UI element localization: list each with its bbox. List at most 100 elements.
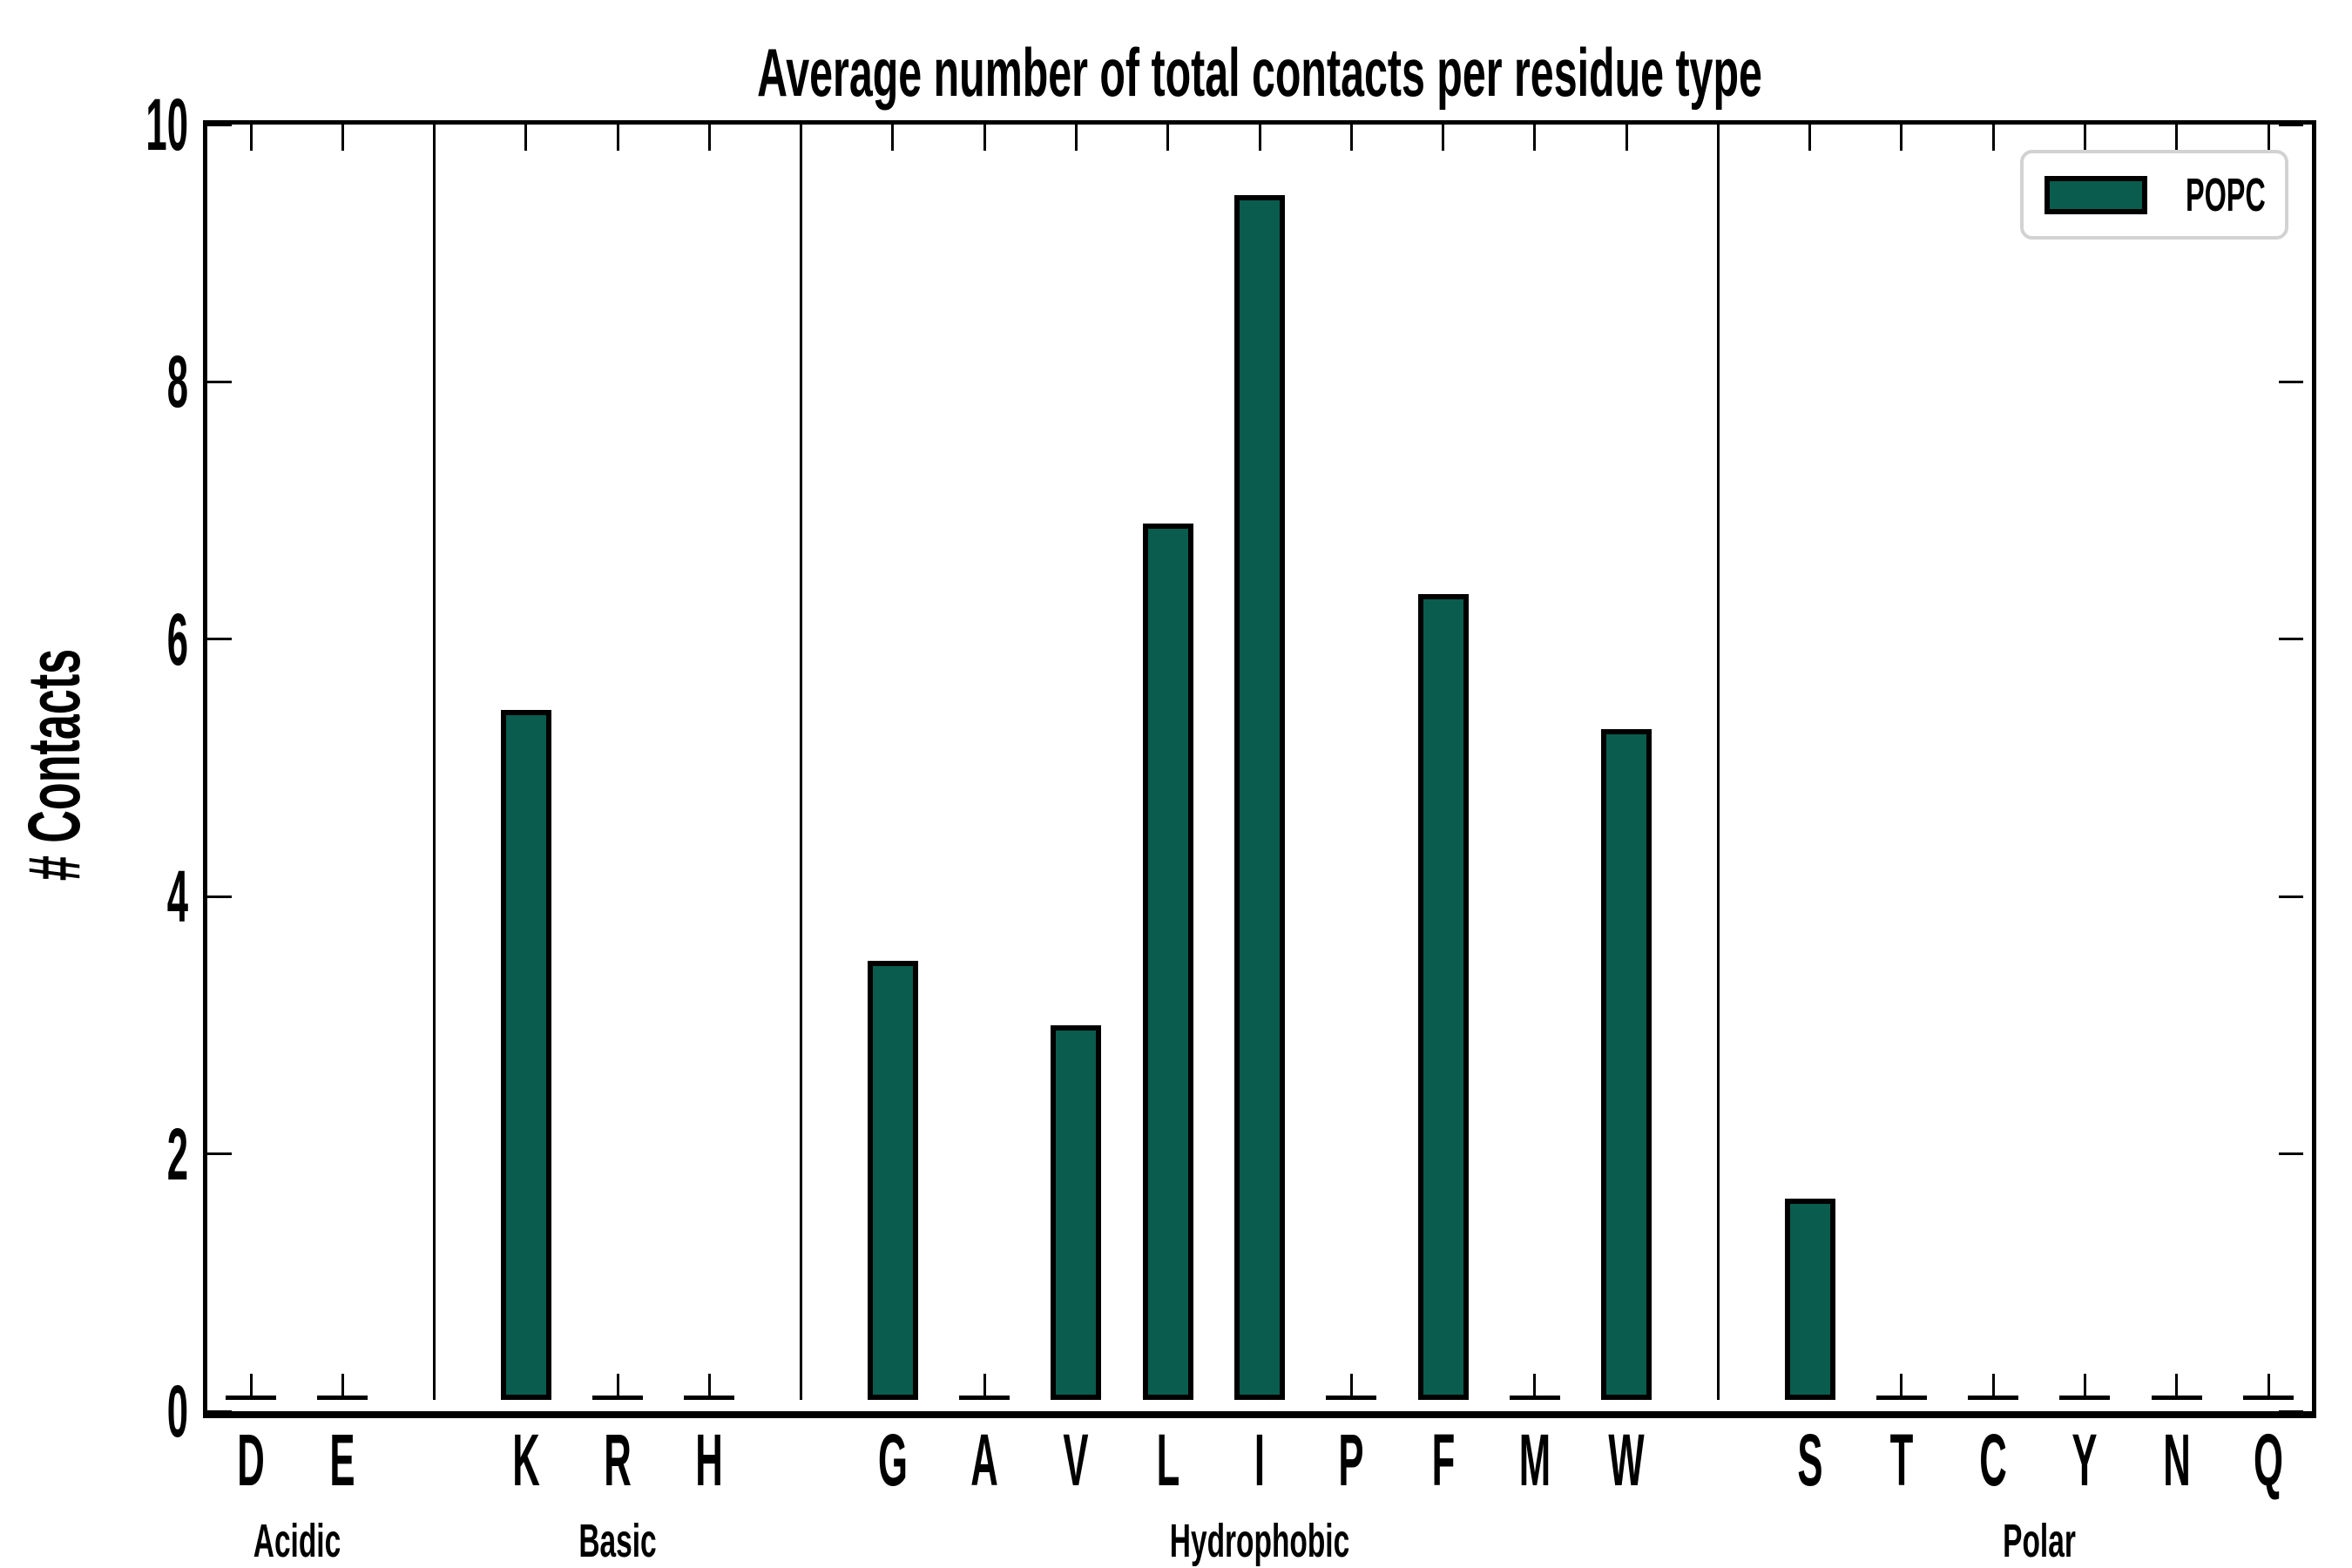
bar-D [226, 1396, 276, 1400]
x-tick-bottom [1349, 1374, 1353, 1400]
y-tick-right [2279, 895, 2303, 898]
x-tick-label-D: D [237, 1419, 265, 1501]
x-tick-top [1074, 125, 1078, 151]
bar-G [867, 961, 918, 1400]
y-tick-label: 6 [166, 598, 188, 680]
x-tick-label-I: I [1254, 1419, 1266, 1501]
x-tick-top [983, 125, 986, 151]
y-tick-left [207, 1152, 232, 1156]
x-tick-label-C: C [1979, 1419, 2007, 1501]
x-tick-label-S: S [1797, 1419, 1823, 1501]
x-tick-top [341, 125, 344, 151]
legend: POPC [2020, 150, 2288, 240]
x-tick-label-Q: Q [2254, 1419, 2283, 1501]
y-tick-left [207, 1409, 232, 1413]
bar-V [1051, 1024, 1102, 1400]
group-label-basic: Basic [578, 1515, 657, 1567]
y-tick-right [2279, 123, 2303, 126]
x-tick-bottom [249, 1374, 253, 1400]
legend-swatch-popc [2044, 175, 2147, 214]
plot-area [203, 120, 2316, 1418]
y-tick-left [207, 123, 232, 126]
x-tick-top [1349, 125, 1353, 151]
x-tick-top [1991, 125, 1995, 151]
x-tick-label-W: W [1608, 1419, 1645, 1501]
bar-I [1234, 195, 1285, 1400]
y-tick-label: 4 [166, 855, 188, 938]
bar-R [592, 1396, 644, 1400]
x-tick-bottom [1900, 1374, 1903, 1400]
x-tick-label-F: F [1431, 1419, 1455, 1501]
y-tick-label: 8 [166, 341, 188, 423]
y-tick-left [207, 638, 232, 641]
x-tick-top [249, 125, 253, 151]
y-tick-right [2279, 1409, 2303, 1413]
bar-W [1601, 729, 1652, 1400]
bar-T [1876, 1396, 1927, 1400]
x-tick-label-E: E [329, 1419, 355, 1501]
y-tick-label: 10 [145, 84, 188, 166]
x-tick-bottom [341, 1374, 344, 1400]
group-separator [1716, 125, 1720, 1400]
x-tick-bottom [2175, 1374, 2179, 1400]
x-tick-bottom [1991, 1374, 1995, 1400]
y-tick-label: 2 [166, 1112, 188, 1195]
x-tick-top [2267, 125, 2270, 151]
y-tick-right [2279, 380, 2303, 383]
x-tick-top [1900, 125, 1903, 151]
y-tick-label: 0 [166, 1370, 188, 1452]
x-tick-top [1808, 125, 1812, 151]
group-label-hydrophobic: Hydrophobic [1169, 1515, 1350, 1567]
y-tick-right [2279, 1152, 2303, 1156]
x-tick-label-H: H [695, 1419, 724, 1501]
x-tick-top [1442, 125, 1445, 151]
x-tick-label-N: N [2162, 1419, 2191, 1501]
x-tick-bottom [1533, 1374, 1537, 1400]
x-tick-label-A: A [970, 1419, 998, 1501]
x-tick-bottom [2267, 1374, 2270, 1400]
bar-H [684, 1396, 735, 1400]
bar-N [2151, 1396, 2202, 1400]
x-tick-label-V: V [1063, 1419, 1090, 1501]
x-tick-label-P: P [1338, 1419, 1364, 1501]
y-tick-left [207, 380, 232, 383]
x-tick-label-T: T [1889, 1419, 1914, 1501]
chart-title: Average number of total contacts per res… [757, 34, 1762, 111]
y-axis-label: # Contacts [13, 648, 95, 882]
x-tick-top [2175, 125, 2179, 151]
bar-S [1784, 1199, 1835, 1400]
bar-Y [2059, 1396, 2111, 1400]
group-separator [800, 125, 803, 1400]
x-tick-top [1166, 125, 1170, 151]
x-tick-label-G: G [877, 1419, 908, 1501]
group-separator [433, 125, 436, 1400]
bar-A [959, 1396, 1010, 1400]
x-tick-top [616, 125, 619, 151]
bar-C [1968, 1396, 2019, 1400]
x-tick-bottom [707, 1374, 711, 1400]
bar-K [500, 710, 551, 1400]
bar-M [1509, 1396, 1560, 1400]
legend-label: POPC [2186, 168, 2266, 221]
x-tick-top [2083, 125, 2086, 151]
x-tick-top [524, 125, 528, 151]
x-tick-top [891, 125, 895, 151]
x-tick-top [1625, 125, 1628, 151]
x-tick-bottom [983, 1374, 986, 1400]
x-tick-label-M: M [1518, 1419, 1551, 1501]
x-tick-label-Y: Y [2072, 1419, 2099, 1501]
bar-Q [2243, 1396, 2294, 1400]
bar-E [317, 1396, 368, 1400]
bar-L [1142, 523, 1193, 1400]
x-tick-top [1258, 125, 1261, 151]
x-tick-label-K: K [512, 1419, 540, 1501]
x-tick-bottom [616, 1374, 619, 1400]
x-tick-label-R: R [604, 1419, 632, 1501]
x-tick-top [1533, 125, 1537, 151]
y-tick-right [2279, 638, 2303, 641]
y-tick-left [207, 895, 232, 898]
group-label-acidic: Acidic [253, 1515, 341, 1567]
x-tick-bottom [2083, 1374, 2086, 1400]
group-label-polar: Polar [2002, 1515, 2076, 1567]
